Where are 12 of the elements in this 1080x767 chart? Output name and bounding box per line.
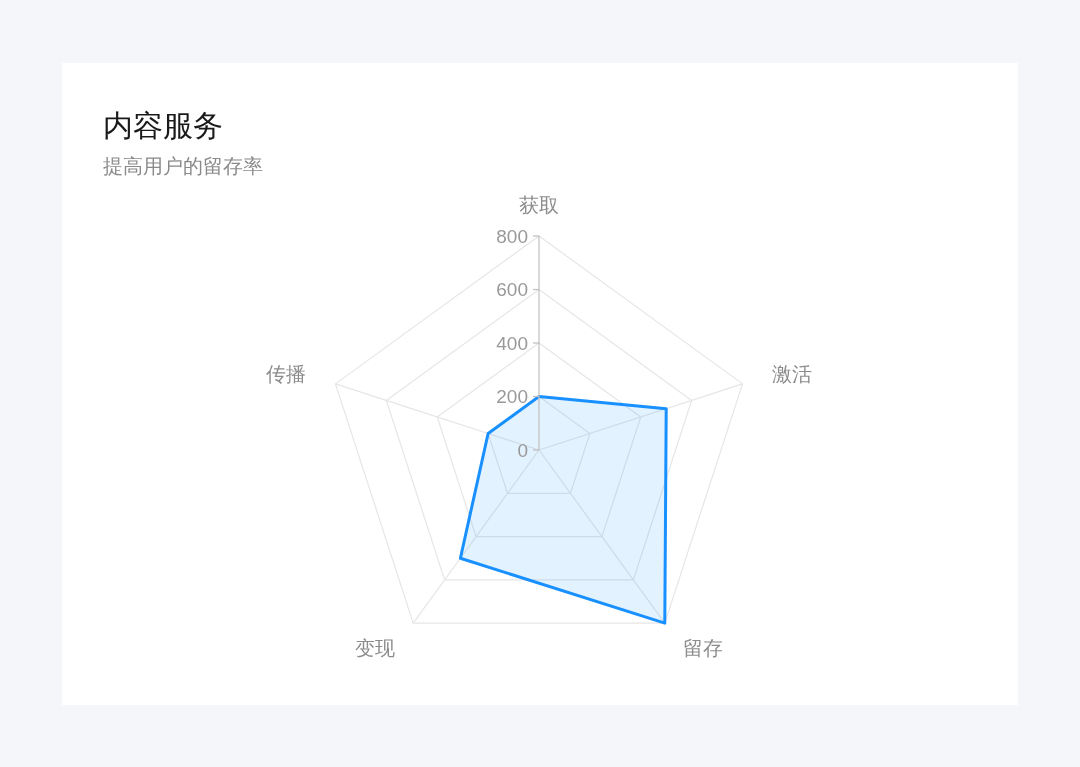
y-tick-label: 600 [496,279,528,300]
spoke-label: 传播 [265,363,306,386]
spoke-label: 激活 [772,363,813,386]
y-tick-label: 200 [496,386,528,407]
spoke-label: 变现 [354,637,395,660]
y-tick-label: 0 [517,439,528,461]
y-tick-label: 400 [496,332,528,354]
spoke-label: 留存 [683,637,724,660]
chart-title: 内容服务 [103,108,223,142]
chart-subtitle: 提高用户的留存率 [103,155,263,177]
spoke-label: 获取 [519,194,559,216]
y-tick-label: 800 [496,225,528,247]
